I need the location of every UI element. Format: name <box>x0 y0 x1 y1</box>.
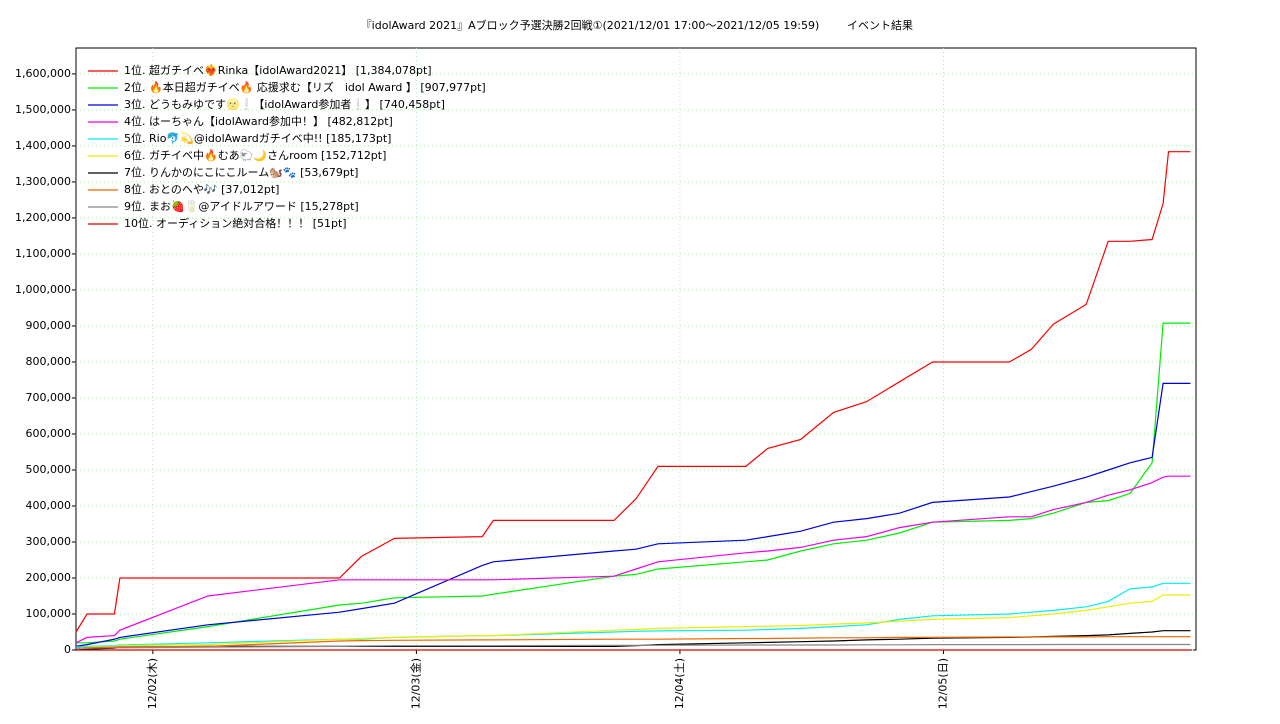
series-line <box>76 643 1191 649</box>
y-tick-label: 0 <box>64 643 71 656</box>
y-tick-label: 900,000 <box>26 319 72 332</box>
legend-label: 9位. まお🍓🥛@アイドルアワード [15,278pt] <box>124 199 359 213</box>
legend-label: 1位. 超ガチイベ❤️‍🔥Rinka【idolAward2021】 [1,384… <box>124 63 432 77</box>
series-line <box>75 475 1191 644</box>
y-tick-label: 300,000 <box>26 535 72 548</box>
legend-label: 3位. どうもみゆです🌝❕【idolAward参加者❕】 [740,458pt] <box>124 97 445 111</box>
legend-label: 4位. はーちゃん【idolAward参加中！】 [482,812pt] <box>124 114 393 128</box>
y-tick-label: 1,400,000 <box>15 139 71 152</box>
legend-label: 2位. 🔥本日超ガチイベ🔥 応援求む【リズ idol Award 】 [907,… <box>124 80 486 94</box>
x-tick-label: 12/03(金) <box>408 658 422 709</box>
legend-label: 6位. ガチイベ中🔥むあ🐑🌙さんroom [152,712pt] <box>124 148 386 162</box>
chart-subtitle: イベント結果 <box>847 18 913 32</box>
y-tick-label: 1,200,000 <box>15 211 71 224</box>
y-tick-label: 600,000 <box>26 427 72 440</box>
legend-label: 8位. おとのへや🎶 [37,012pt] <box>124 182 279 196</box>
series-line <box>75 594 1191 649</box>
y-tick-label: 700,000 <box>26 391 72 404</box>
x-tick-label: 12/05(日) <box>936 658 949 709</box>
legend-label: 10位. オーディション絶対合格！！！ [51pt] <box>124 216 347 230</box>
legend-label: 5位. Rio🐬💫@idolAwardガチイベ中!! [185,173pt] <box>124 131 391 146</box>
y-tick-label: 200,000 <box>26 571 72 584</box>
y-tick-label: 100,000 <box>26 607 72 620</box>
series-line <box>75 151 1191 633</box>
y-tick-label: 500,000 <box>26 463 72 476</box>
x-tick-label: 12/02(木) <box>146 658 159 709</box>
legend-label: 7位. りんかのにこにこルーム🐿️🐾 [53,679pt] <box>124 165 358 179</box>
chart-title: 『idolAward 2021』Aブロック予選決勝2回戦①(2021/12/01… <box>361 18 820 32</box>
y-tick-label: 1,100,000 <box>15 247 71 260</box>
y-tick-label: 1,000,000 <box>15 283 71 296</box>
series-line <box>76 322 1191 644</box>
x-tick-label: 12/04(土) <box>673 658 686 709</box>
series-line <box>75 636 1191 649</box>
y-tick-label: 800,000 <box>26 355 72 368</box>
series-line <box>75 382 1191 647</box>
y-tick-label: 1,500,000 <box>15 103 71 116</box>
y-tick-label: 1,600,000 <box>15 67 71 80</box>
y-tick-label: 1,300,000 <box>15 175 71 188</box>
y-tick-label: 400,000 <box>26 499 72 512</box>
